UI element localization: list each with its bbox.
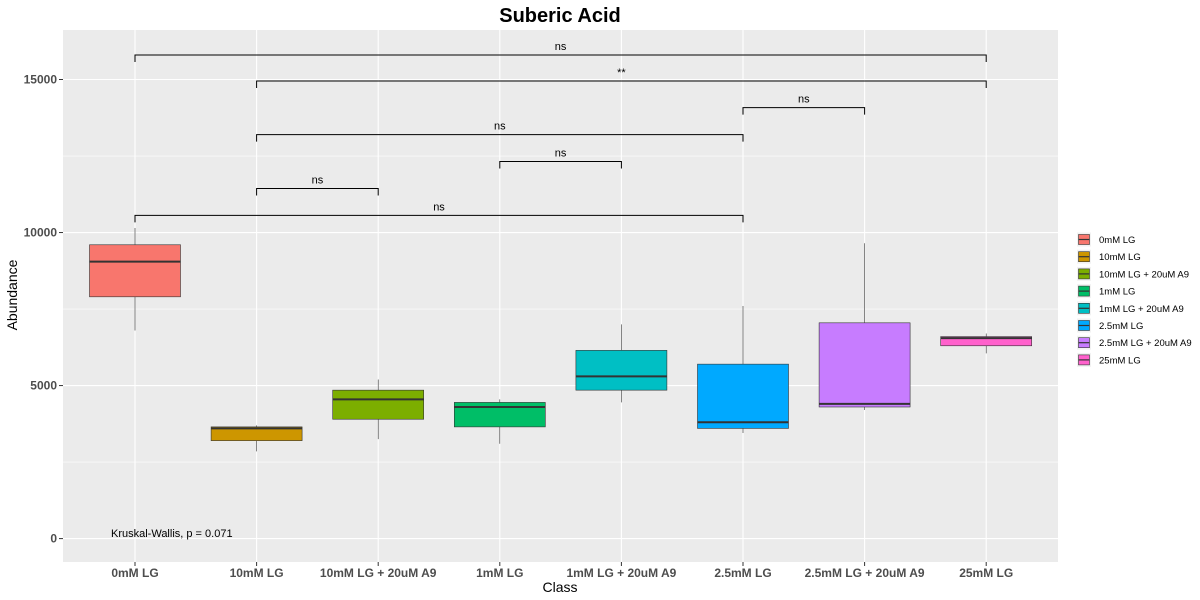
legend-label: 10mM LG (1099, 252, 1141, 263)
plot-panel (63, 30, 1058, 562)
bracket (499, 161, 622, 169)
bracket-label: ns (312, 174, 324, 186)
legend-item: 10mM LG (1077, 249, 1141, 264)
y-tick-label: 5000 (30, 379, 57, 393)
y-tick-label: 0 (50, 532, 57, 546)
legend-label: 25mM LG (1099, 355, 1141, 366)
box (697, 363, 789, 429)
bracket (134, 54, 987, 63)
y-tick-label: 15000 (24, 73, 58, 87)
legend-label: 1mM LG + 20uM A9 (1099, 304, 1184, 315)
whiskers (134, 227, 987, 452)
legend-item: 1mM LG + 20uM A9 (1077, 301, 1184, 316)
x-axis-ticks: 0mM LG 10mM LG 10mM LG + 20uM A9 1mM LG 1mM … (111, 562, 1013, 580)
box (210, 426, 303, 441)
x-axis-title: Class (542, 579, 577, 595)
bracket-label: ns (798, 94, 810, 106)
legend-item: 25mM LG (1077, 352, 1141, 367)
legend-label: 0mM LG (1099, 235, 1135, 246)
box (940, 336, 1033, 347)
bracket-label: ns (555, 148, 567, 160)
bracket (742, 107, 866, 115)
bracket-label: ns (433, 201, 445, 213)
legend-item: 2.5mM LG (1077, 318, 1143, 333)
x-tick-label: 25mM LG (959, 566, 1013, 580)
y-axis-title: Abundance (4, 259, 20, 330)
legend-item: 0mM LG (1077, 232, 1135, 247)
box (818, 322, 911, 408)
bracket (256, 80, 987, 89)
legend-label: 2.5mM LG + 20uM A9 (1099, 338, 1192, 349)
bracket (256, 187, 379, 196)
kruskal-wallis-annotation: Kruskal-Wallis, p = 0.071 (111, 528, 233, 540)
bracket-label: ** (617, 67, 626, 79)
bracket-label: ns (555, 41, 567, 53)
x-tick-label: 2.5mM LG (714, 566, 771, 580)
grid-minor (63, 155, 1058, 463)
box (575, 350, 668, 391)
x-tick-label: 10mM LG (230, 566, 284, 580)
legend: 0mM LG 10mM LG 10mM LG + 20uM A9 1mM LG 1mM … (1077, 232, 1192, 367)
legend-label: 1mM LG (1099, 287, 1135, 298)
medians (89, 260, 1032, 430)
x-tick-label: 1mM LG (476, 566, 523, 580)
legend-label: 10mM LG + 20uM A9 (1099, 269, 1189, 280)
x-tick-label: 2.5mM LG + 20uM A9 (805, 566, 925, 580)
y-tick-label: 10000 (24, 226, 58, 240)
bracket (256, 134, 744, 142)
box (89, 244, 181, 298)
y-axis-ticks: 0 5000 10000 15000 (24, 73, 63, 546)
bracket-label: ns (494, 121, 506, 133)
legend-label: 2.5mM LG (1099, 321, 1143, 332)
legend-item: 10mM LG + 20uM A9 (1077, 266, 1189, 281)
x-tick-label: 10mM LG + 20uM A9 (320, 566, 437, 580)
legend-item: 1mM LG (1077, 284, 1135, 299)
legend-item: 2.5mM LG + 20uM A9 (1077, 335, 1192, 350)
box (332, 389, 425, 420)
comparison-brackets: ns ** ns ns ns ns ns (134, 41, 987, 223)
x-tick-label: 0mM LG (111, 566, 158, 580)
x-tick-label: 1mM LG + 20uM A9 (566, 566, 676, 580)
chart-title: Suberic Acid (499, 5, 621, 27)
bracket (134, 214, 744, 223)
